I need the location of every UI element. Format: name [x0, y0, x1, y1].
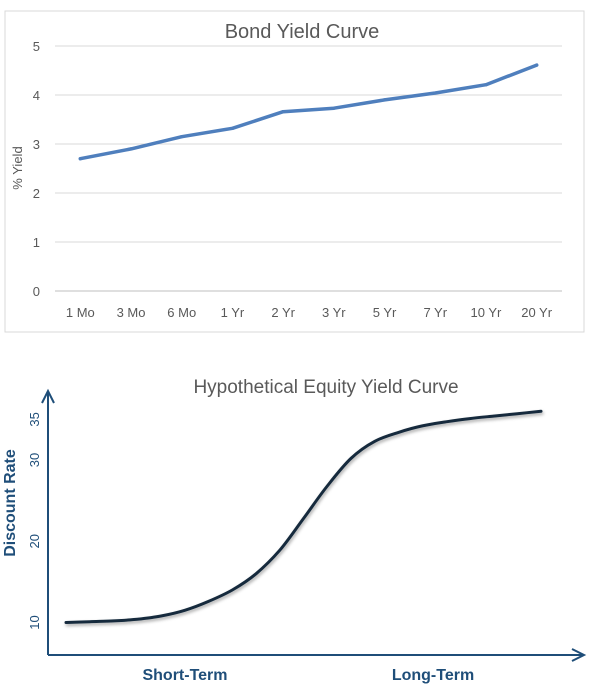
equity-yield-chart: Hypothetical Equity Yield Curve Discount…: [2, 377, 587, 684]
bond-x-tick-label: 6 Mo: [167, 305, 196, 320]
bond-yield-point: [281, 110, 285, 114]
equity-y-axis-arrowhead: [41, 388, 55, 404]
equity-yield-curve: [64, 409, 543, 624]
bond-yield-point: [129, 147, 133, 151]
bond-x-tick-label: 7 Yr: [423, 305, 447, 320]
equity-y-tick-label: 10: [27, 615, 42, 629]
bond-chart-frame: [4, 10, 585, 333]
bond-yield-point: [433, 91, 437, 95]
bond-y-tick-label: 0: [33, 284, 40, 299]
bond-yield-point: [535, 63, 539, 67]
bond-y-tick-label: 1: [33, 235, 40, 250]
equity-y-tick-label: 35: [27, 412, 42, 426]
bond-yield-chart: Bond Yield Curve % Yield 0 1 2 3 4 5 1 Mo 3 Mo…: [4, 10, 585, 333]
bond-x-tick-label: 3 Yr: [322, 305, 346, 320]
equity-chart-title: Hypothetical Equity Yield Curve: [193, 377, 458, 398]
bond-x-tick-label: 10 Yr: [471, 305, 503, 320]
equity-y-tick-label: 30: [27, 453, 42, 467]
bond-x-tick-label: 3 Mo: [117, 305, 146, 320]
equity-y-axis-label: Discount Rate: [2, 449, 19, 557]
bond-y-tick-label: 4: [33, 88, 40, 103]
bond-yield-point: [382, 98, 387, 102]
bond-chart-title: Bond Yield Curve: [225, 21, 380, 43]
bond-yield-point: [78, 157, 82, 161]
bond-x-tick-label: 1 Mo: [66, 305, 95, 320]
equity-x-label-short-term: Short-Term: [142, 667, 227, 684]
bond-yield-line: [78, 63, 539, 161]
equity-x-axis-arrowhead: [571, 648, 587, 662]
equity-x-label-long-term: Long-Term: [392, 667, 474, 684]
bond-y-tick-label: 5: [33, 39, 40, 54]
bond-yield-point: [180, 135, 184, 139]
bond-yield-point: [230, 126, 235, 130]
bond-y-axis-label: % Yield: [10, 146, 25, 189]
equity-y-tick-label: 20: [27, 534, 42, 548]
bond-yield-point: [332, 106, 336, 110]
bond-yield-point: [484, 83, 488, 87]
bond-x-tick-label: 20 Yr: [521, 305, 553, 320]
bond-x-tick-label: 2 Yr: [271, 305, 295, 320]
bond-y-tick-label: 3: [33, 137, 40, 152]
bond-y-tick-label: 2: [33, 186, 40, 201]
bond-x-tick-label: 1 Yr: [221, 305, 245, 320]
bond-x-tick-label: 5 Yr: [373, 305, 397, 320]
